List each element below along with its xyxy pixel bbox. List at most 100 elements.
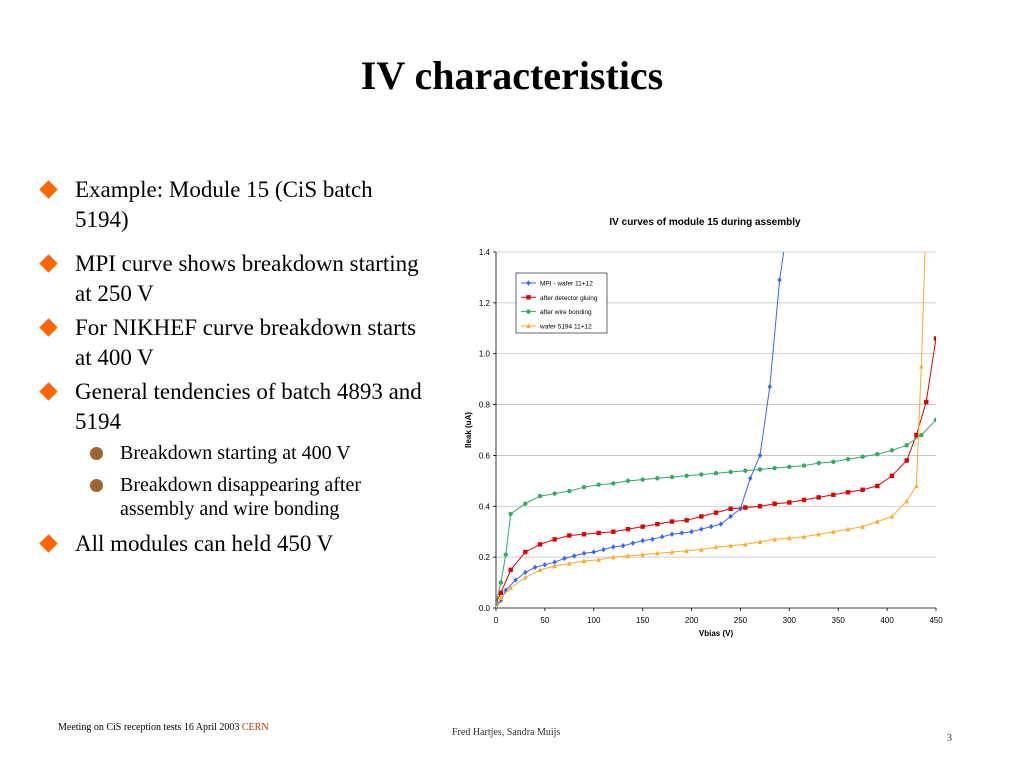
circle-bullet-icon <box>90 479 103 492</box>
data-point <box>689 529 694 535</box>
data-point <box>743 541 748 547</box>
data-point <box>508 511 513 517</box>
sub-bullet-text: Breakdown disappearing after assembly an… <box>120 474 362 520</box>
series-wafer-5194-11-12 <box>496 252 926 608</box>
legend-label: after wire bonding <box>540 309 592 316</box>
y-tick-label: 0.8 <box>479 401 491 410</box>
series-line <box>496 252 926 608</box>
data-point <box>655 550 660 556</box>
data-point <box>904 443 909 448</box>
x-axis-label: Vbias (V) <box>699 629 734 638</box>
data-point <box>889 473 895 478</box>
data-point <box>537 567 543 573</box>
data-point <box>738 506 743 512</box>
data-point <box>904 458 909 463</box>
data-point <box>728 506 733 512</box>
data-point <box>699 514 704 519</box>
data-point <box>845 526 851 532</box>
footer-org: CERN <box>241 722 269 733</box>
data-point <box>772 501 777 506</box>
y-tick-label: 1.4 <box>479 248 491 257</box>
x-tick-label: 150 <box>636 616 650 625</box>
x-tick-label: 350 <box>832 616 846 625</box>
bullet-text: General tendencies of batch 4893 and 519… <box>75 379 422 434</box>
data-point <box>611 529 616 534</box>
data-point <box>625 478 631 484</box>
bullet-list: Example: Module 15 (CiS batch 5194) MPI … <box>39 175 430 573</box>
data-point <box>748 475 753 482</box>
data-point <box>743 468 748 473</box>
data-point <box>816 531 821 537</box>
data-point <box>875 483 880 489</box>
data-point <box>708 523 714 530</box>
data-point <box>567 533 572 538</box>
data-point <box>787 464 792 470</box>
data-point <box>513 577 518 583</box>
data-point <box>787 535 792 541</box>
data-point <box>919 363 924 369</box>
page-title: IV characteristics <box>360 53 664 98</box>
diamond-bullet-icon <box>39 534 58 553</box>
data-point <box>503 552 508 557</box>
diamond-bullet-icon <box>39 254 58 273</box>
circle-bullet-icon <box>90 447 103 460</box>
footer-meeting-text: Meeting on CiS reception tests 16 April … <box>58 722 240 733</box>
data-point <box>816 460 821 466</box>
data-point <box>801 497 807 503</box>
data-point <box>757 452 763 459</box>
data-point <box>699 546 704 552</box>
data-point <box>933 336 936 341</box>
data-point <box>552 491 557 496</box>
data-point <box>581 550 587 557</box>
diamond-bullet-icon <box>39 318 58 337</box>
data-point <box>552 563 557 569</box>
data-point <box>567 488 572 494</box>
data-point <box>757 539 763 545</box>
data-point <box>875 451 880 457</box>
data-point <box>684 473 689 478</box>
data-point <box>496 600 499 606</box>
data-point <box>611 481 616 486</box>
data-point <box>728 543 733 548</box>
data-point <box>498 597 504 604</box>
data-point <box>572 553 577 559</box>
legend-label: MPI - wafer 11+12 <box>540 281 593 288</box>
data-point <box>640 477 645 482</box>
data-point <box>532 564 538 571</box>
x-tick-label: 450 <box>929 616 943 625</box>
data-point <box>669 474 675 480</box>
bullet-item: MPI curve shows breakdown starting at 25… <box>39 249 430 309</box>
series-after-detector-gluing <box>496 336 936 606</box>
x-tick-label: 400 <box>880 616 894 625</box>
data-point <box>860 487 865 492</box>
data-point <box>787 211 791 216</box>
sub-bullet-item: Breakdown starting at 400 V <box>40 441 430 465</box>
bullet-text: All modules can held 450 V <box>75 531 334 556</box>
bullet-text: For NIKHEF curve breakdown starts at 400… <box>75 315 417 370</box>
data-point <box>933 417 936 423</box>
y-tick-label: 1.0 <box>479 350 491 359</box>
data-point <box>523 574 528 580</box>
series-line <box>496 252 785 608</box>
data-point <box>787 500 792 505</box>
data-point <box>845 457 851 462</box>
bullet-item: General tendencies of batch 4893 and 519… <box>39 377 430 437</box>
data-point <box>650 536 655 543</box>
series-after-wire-bonding <box>496 417 936 606</box>
chart-legend: MPI - wafer 11+12 after detector gluing af… <box>515 272 608 334</box>
data-point <box>904 498 909 504</box>
data-point <box>713 471 719 476</box>
y-axis-label: Ileak (uA) <box>464 412 473 448</box>
data-point <box>889 513 895 519</box>
data-point <box>508 567 513 573</box>
data-point <box>523 501 528 506</box>
chart-axes <box>493 251 937 611</box>
data-point <box>777 277 782 283</box>
data-point <box>552 537 557 542</box>
x-tick-label: 300 <box>783 616 797 625</box>
footer-meeting: Meeting on CiS reception tests 16 April … <box>58 722 269 733</box>
y-tick-label: 1.2 <box>479 299 491 308</box>
data-point <box>498 590 504 595</box>
footer-authors: Fred Hartjes, Sandra Muijs <box>452 727 561 738</box>
y-tick-label: 0.6 <box>479 451 491 460</box>
